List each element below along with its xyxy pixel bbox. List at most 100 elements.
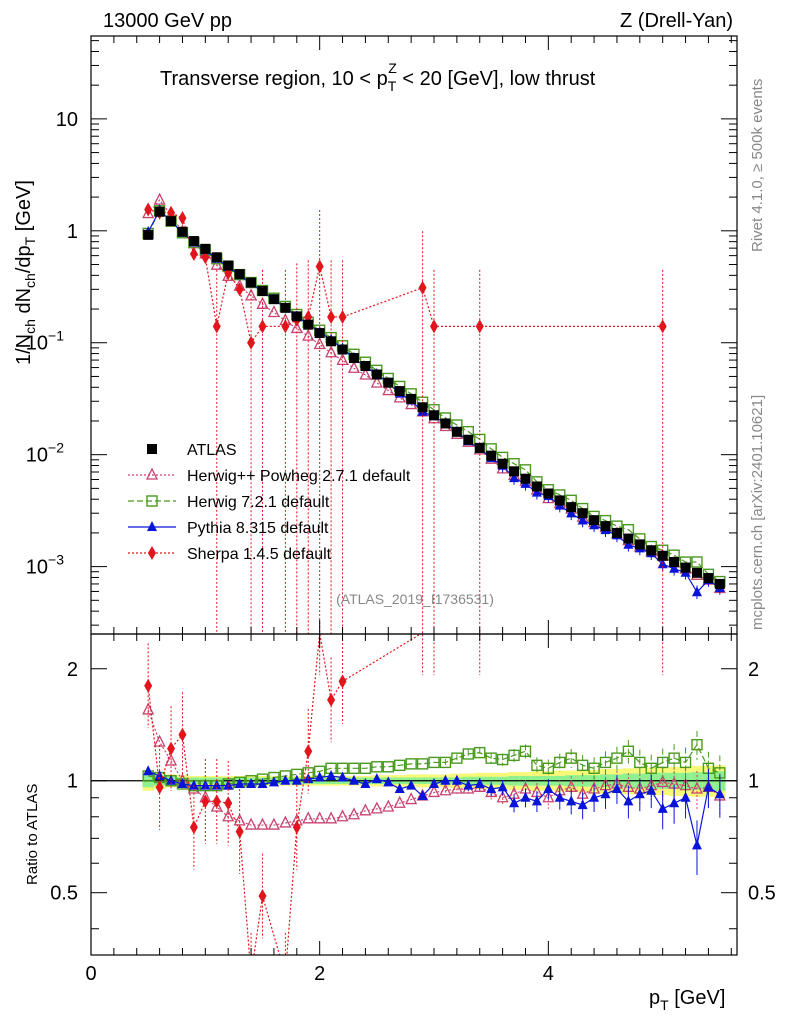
sherpa-ratio-point — [292, 820, 301, 835]
herwigpp-ratio-point — [427, 784, 441, 798]
herwig7-ratio-point — [382, 761, 394, 773]
sherpa-ratio-point — [212, 794, 221, 809]
atlas-point — [646, 545, 657, 556]
atlas-point — [188, 236, 199, 247]
atlas-point — [143, 229, 154, 240]
herwig7-ratio-point — [496, 753, 509, 766]
atlas-point — [486, 450, 497, 461]
legend: ATLAS Herwig++ Powheg 2.7.1 default Herwig… — [128, 442, 411, 563]
sherpa-point — [247, 335, 256, 350]
atlas-point — [611, 527, 622, 538]
pythia-ratio-point — [669, 797, 680, 808]
atlas-point — [314, 328, 325, 339]
atlas-point — [657, 550, 668, 561]
atlas-point — [531, 481, 542, 492]
sherpa-point — [212, 319, 221, 334]
legend-label-pythia: Pythia 8.315 default — [187, 520, 329, 537]
herwigpp-ratio-point — [245, 817, 258, 830]
herwigpp-point — [359, 367, 372, 380]
herwigpp-ratio-point — [496, 790, 509, 803]
herwig7-ratio-point — [451, 752, 463, 764]
sherpa-point — [315, 259, 324, 274]
pythia-ratio-point — [657, 802, 668, 813]
herwigpp-point — [267, 305, 280, 318]
atlas-point — [166, 216, 177, 227]
sherpa-point — [189, 247, 198, 262]
atlas-point — [634, 539, 645, 550]
herwig7-ratio-point — [359, 762, 372, 774]
atlas-point — [497, 458, 508, 469]
herwig7-ratio-point — [588, 762, 600, 774]
legend-label-sherpa: Sherpa 1.4.5 default — [187, 546, 332, 563]
herwig7-ratio-point — [599, 756, 612, 769]
herwigpp-ratio-point — [279, 815, 292, 828]
pythia-ratio-point — [291, 774, 302, 785]
legend-marker-pythia — [147, 521, 157, 531]
sherpa-ratio-point — [144, 678, 153, 693]
ratio-tick-label: 2 — [67, 659, 78, 681]
atlas-point — [440, 418, 451, 429]
x-tick-label: 4 — [543, 963, 554, 985]
atlas-point — [714, 578, 725, 589]
atlas-point — [291, 311, 302, 322]
process-label: Z (Drell-Yan) — [620, 10, 733, 32]
sherpa-ratio-point — [304, 744, 313, 759]
pythia-ratio-point — [531, 795, 542, 806]
legend-label-herwig7: Herwig 7.2.1 default — [187, 494, 330, 511]
ratio-tick-label-right: 2 — [748, 659, 759, 681]
herwig7-ratio-point — [371, 761, 383, 773]
pythia-ratio-point — [463, 779, 474, 790]
pythia-ratio-point — [497, 781, 508, 792]
legend-marker-herwig7 — [146, 495, 158, 507]
sherpa-point — [201, 250, 210, 265]
pythia-ratio-point — [394, 783, 405, 794]
herwig7-ratio-point — [542, 762, 555, 774]
atlas-point — [623, 533, 634, 544]
atlas-point — [463, 434, 474, 445]
ratio-frame — [90, 633, 738, 956]
sherpa-point — [338, 309, 347, 324]
herwigpp-ratio-point — [370, 801, 383, 814]
legend-label-atlas: ATLAS — [187, 442, 237, 459]
atlas-point — [303, 319, 314, 330]
svg-text:1/Nch dNch/dpT [GeV]: 1/Nch dNch/dpT [GeV] — [13, 180, 38, 365]
herwigpp-ratio-point — [656, 774, 669, 787]
sherpa-ratio-point — [189, 820, 198, 835]
pythia-point — [509, 472, 520, 483]
pythia-ratio-point — [177, 777, 188, 788]
herwigpp-point — [382, 383, 395, 396]
pythia-ratio-point — [566, 795, 577, 806]
pythia-ratio-point — [371, 773, 382, 784]
sherpa-ratio-point — [155, 780, 164, 795]
pythia-ratio-point — [474, 777, 485, 788]
atlas-point — [406, 393, 417, 404]
ratio-tick-label: 1 — [67, 771, 78, 793]
herwigpp-point — [142, 206, 155, 219]
atlas-point — [200, 243, 211, 254]
herwig7-ratio-point — [462, 748, 475, 760]
atlas-point — [543, 488, 554, 499]
herwigpp-ratio-point — [336, 809, 349, 822]
atlas-point — [246, 277, 257, 288]
pythia-ratio-point — [246, 777, 257, 788]
pythia-ratio-point — [314, 771, 325, 782]
ratio-tick-label-right: 1 — [748, 771, 759, 793]
herwig7-ratio-point — [622, 745, 635, 757]
atlas-point — [669, 556, 680, 567]
legend-label-herwigpp: Herwig++ Powheg 2.7.1 default — [187, 468, 411, 485]
atlas-point — [257, 285, 268, 296]
herwig7-ratio-point — [691, 738, 703, 751]
atlas-point — [417, 402, 428, 413]
y-tick-label: 10 — [56, 109, 78, 131]
sherpa-ratio-point — [201, 794, 210, 809]
pythia-point — [531, 486, 542, 497]
sherpa-point — [430, 319, 439, 334]
herwigpp-ratio-point — [393, 795, 406, 808]
herwig7-ratio-point — [428, 756, 440, 769]
herwigpp-point — [153, 192, 166, 205]
pythia-ratio-point — [520, 791, 531, 802]
ratio-tick-label: 0.5 — [50, 883, 78, 905]
mcplots-label: mcplots.cern.ch [arXiv:2401.10621] — [749, 395, 766, 630]
pythia-ratio-point — [680, 791, 691, 802]
herwigpp-ratio-point — [542, 790, 555, 803]
